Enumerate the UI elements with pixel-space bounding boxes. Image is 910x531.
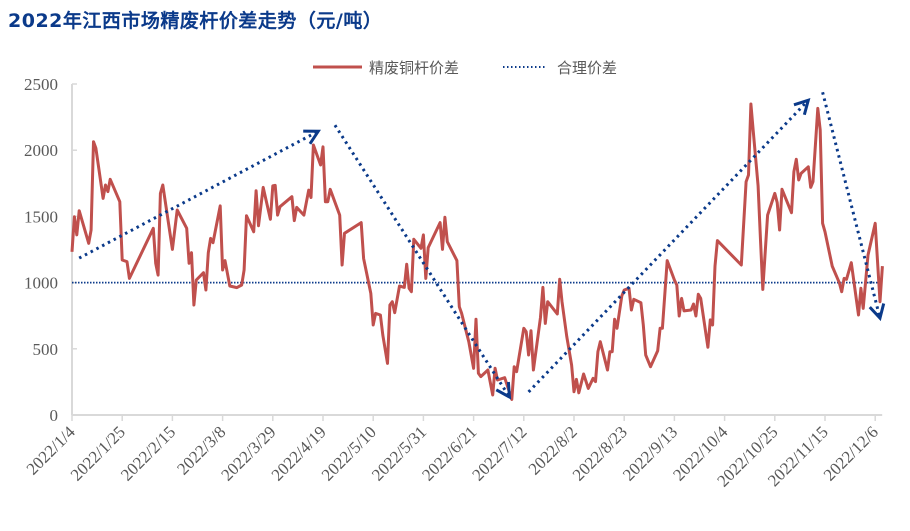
- y-tick-label: 500: [33, 340, 59, 359]
- legend-label-series-2: 合理价差: [557, 59, 617, 77]
- x-tick-label: 2022/1/25: [67, 422, 129, 484]
- trend-arrow-head-icon: [303, 129, 321, 145]
- y-tick-label: 1000: [24, 274, 58, 293]
- spread-series-line: [70, 102, 884, 401]
- y-tick-label: 1500: [24, 207, 58, 226]
- trend-arrow-line: [78, 129, 319, 260]
- plot-area: [70, 91, 886, 401]
- x-tick-label: 2022/7/12: [468, 422, 530, 484]
- trend-arrow-line: [821, 91, 882, 319]
- chart-title: 2022年江西市场精废杆价差走势（元/吨）: [8, 10, 383, 32]
- y-tick-label: 2500: [24, 75, 58, 94]
- x-tick-label: 2022/5/31: [368, 422, 430, 484]
- legend-label-series-1: 精废铜杆价差: [369, 59, 459, 77]
- x-tick-label: 2022/2/15: [117, 422, 179, 484]
- trend-arrow-head-icon: [793, 98, 811, 116]
- y-tick-label: 0: [50, 406, 59, 425]
- x-tick-label: 2022/4/19: [268, 422, 330, 484]
- x-tick-label: 2022/8/23: [569, 422, 631, 484]
- x-tick-label: 2022/9/13: [619, 422, 681, 484]
- trend-arrow-line: [527, 99, 810, 394]
- x-tick-label: 2022/6/21: [418, 422, 480, 484]
- trend-arrow-head-icon: [868, 303, 886, 322]
- x-tick-label: 2022/12/6: [820, 422, 882, 484]
- trend-arrow-head-icon: [495, 381, 512, 400]
- legend: 精废铜杆价差 合理价差: [313, 59, 617, 77]
- x-tick-label: 2022/5/10: [318, 422, 380, 484]
- trend-arrow-line: [333, 124, 511, 398]
- x-tick-label: 2022/3/29: [217, 422, 279, 484]
- y-tick-label: 2000: [24, 141, 58, 160]
